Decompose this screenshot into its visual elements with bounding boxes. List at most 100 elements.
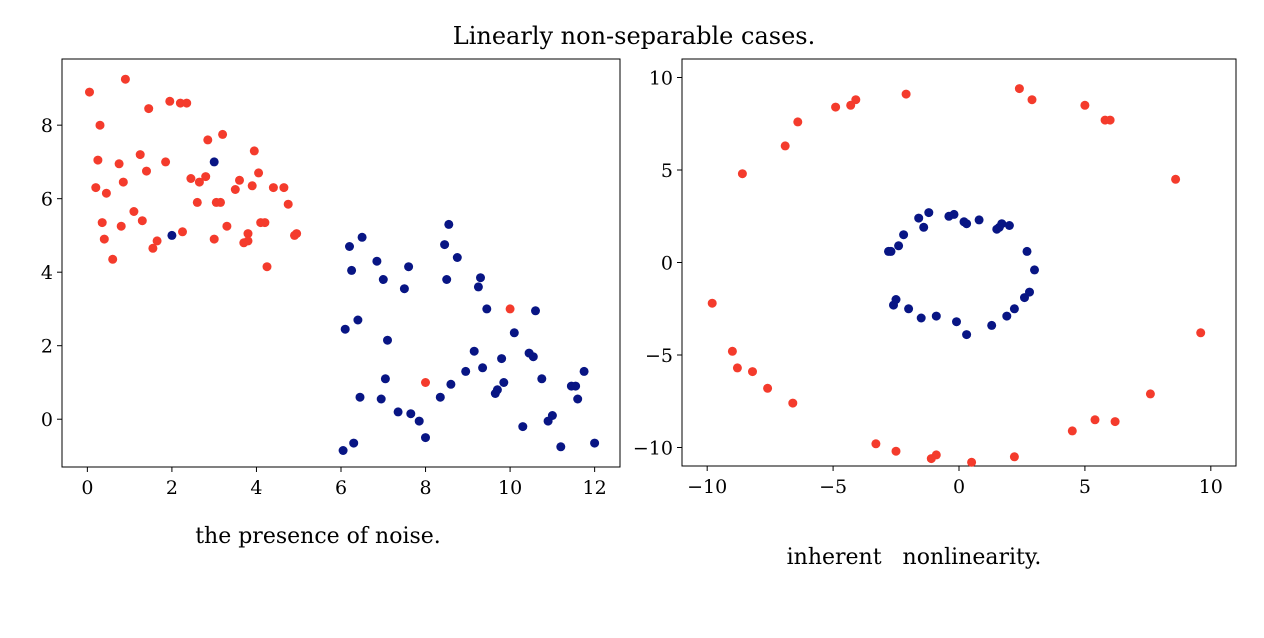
- noise-point-s0-1: [91, 183, 101, 193]
- nonlinearity-point-s0-20: [1027, 95, 1037, 105]
- noise-point-s1-32: [482, 304, 492, 314]
- nonlinearity-point-s1-7: [914, 213, 924, 223]
- noise-point-s1-42: [537, 374, 547, 384]
- noise-point-s0-51: [505, 304, 515, 314]
- nonlinearity-point-s0-2: [732, 363, 742, 373]
- noise-point-s1-37: [509, 328, 519, 338]
- noise-point-s0-10: [118, 177, 128, 187]
- nonlinearity-point-s1-6: [904, 304, 914, 314]
- noise-point-s0-33: [222, 221, 232, 231]
- noise-point-s1-1: [209, 157, 219, 167]
- nonlinearity-point-group: [707, 84, 1206, 467]
- noise-point-s0-4: [97, 218, 107, 228]
- nonlinearity-point-s0-3: [737, 169, 747, 179]
- noise-point-s0-9: [116, 221, 126, 231]
- noise-point-s1-22: [440, 240, 450, 250]
- noise-point-s0-6: [101, 188, 111, 198]
- noise-point-s1-35: [497, 354, 507, 364]
- noise-point-s1-17: [404, 262, 414, 272]
- noise-point-s0-16: [144, 104, 154, 114]
- noise-y-tick-label: 8: [41, 115, 53, 137]
- noise-point-s1-10: [372, 256, 382, 266]
- noise-point-s1-23: [442, 275, 452, 284]
- noise-point-s1-30: [476, 273, 485, 283]
- noise-caption: the presence of noise.: [195, 524, 441, 549]
- nonlinearity-point-s1-25: [1009, 304, 1019, 314]
- nonlinearity-point-s0-21: [1067, 426, 1077, 436]
- nonlinearity-point-s1-27: [1022, 246, 1032, 256]
- nonlinearity-y-tick-label: 10: [649, 68, 673, 90]
- nonlinearity-point-s0-6: [780, 141, 790, 151]
- noise-x-tick-label: 6: [335, 477, 347, 499]
- noise-point-s0-28: [203, 135, 213, 145]
- noise-point-s0-27: [201, 172, 211, 182]
- nonlinearity-x-tick-label: 0: [953, 476, 965, 498]
- noise-x-tick-label: 10: [498, 477, 522, 499]
- noise-point-s1-15: [393, 407, 403, 417]
- nonlinearity-point-s0-28: [1171, 174, 1181, 184]
- nonlinearity-point-s0-12: [871, 439, 881, 449]
- noise-point-s1-49: [579, 366, 589, 376]
- nonlinearity-scatter-panel: −10 −5 0 5 10 −10 −5 0 5 10 inherent nonlinearit…: [633, 58, 1237, 570]
- noise-x-axis: 0 2 4 6 8 10 12: [81, 467, 607, 499]
- noise-point-s1-13: [380, 374, 390, 384]
- noise-point-s0-47: [283, 199, 293, 209]
- nonlinearity-y-tick-label: −10: [633, 438, 673, 460]
- nonlinearity-x-tick-label: 10: [1199, 476, 1223, 498]
- nonlinearity-point-s0-23: [1090, 415, 1100, 425]
- noise-point-s1-50: [590, 438, 600, 448]
- noise-point-s0-44: [262, 262, 272, 272]
- noise-point-s0-39: [247, 181, 257, 191]
- noise-point-s1-31: [478, 363, 488, 373]
- noise-point-s0-15: [142, 166, 151, 176]
- noise-point-s0-37: [243, 229, 253, 239]
- noise-point-s1-34: [492, 385, 502, 395]
- noise-point-s1-5: [347, 265, 357, 275]
- noise-point-s1-41: [531, 306, 540, 316]
- noise-y-tick-label: 0: [41, 409, 53, 431]
- nonlinearity-point-s0-4: [748, 367, 757, 377]
- noise-scatter-panel: 0 2 4 6 8 10 12 0 2 4 6 8 the presence of noise.: [41, 58, 621, 549]
- noise-point-s1-21: [435, 392, 445, 402]
- noise-point-s0-50: [421, 378, 430, 387]
- noise-x-tick-label: 2: [166, 477, 178, 499]
- noise-point-s1-16: [399, 284, 409, 294]
- noise-point-s1-0: [167, 230, 177, 240]
- noise-point-s0-5: [99, 234, 109, 244]
- nonlinearity-point-s0-8: [793, 117, 803, 127]
- nonlinearity-point-s1-16: [962, 219, 972, 229]
- noise-point-s0-20: [165, 96, 175, 106]
- noise-point-s0-3: [95, 120, 105, 130]
- nonlinearity-point-s0-17: [967, 457, 977, 467]
- nonlinearity-point-s0-0: [707, 298, 717, 308]
- nonlinearity-point-s0-16: [931, 450, 941, 460]
- nonlinearity-point-s1-28: [1025, 287, 1034, 297]
- noise-point-s0-34: [230, 185, 240, 194]
- noise-x-tick-label: 8: [419, 477, 431, 499]
- noise-point-s1-12: [378, 275, 388, 284]
- nonlinearity-point-s0-27: [1145, 389, 1155, 399]
- nonlinearity-point-s0-5: [763, 383, 773, 393]
- noise-point-s1-9: [357, 232, 367, 242]
- noise-point-s0-11: [120, 74, 130, 84]
- nonlinearity-point-s1-9: [919, 222, 929, 232]
- noise-point-s1-27: [461, 366, 471, 376]
- noise-point-s1-6: [349, 438, 359, 448]
- noise-point-s1-18: [406, 409, 416, 419]
- noise-y-tick-label: 4: [41, 262, 53, 284]
- noise-point-s0-24: [186, 174, 196, 183]
- noise-point-s0-43: [260, 218, 270, 228]
- noise-point-s0-22: [178, 227, 187, 237]
- noise-point-s1-36: [499, 378, 509, 387]
- noise-point-s0-31: [216, 197, 225, 207]
- nonlinearity-point-s1-14: [952, 317, 961, 327]
- nonlinearity-x-tick-label: 5: [1079, 476, 1091, 498]
- nonlinearity-point-s0-11: [851, 95, 861, 105]
- noise-point-group: [85, 74, 600, 455]
- noise-point-s0-26: [194, 177, 204, 187]
- nonlinearity-point-s0-29: [1196, 328, 1206, 338]
- noise-point-s1-28: [469, 346, 479, 356]
- nonlinearity-point-s1-3: [891, 295, 901, 304]
- nonlinearity-point-s0-9: [831, 102, 841, 112]
